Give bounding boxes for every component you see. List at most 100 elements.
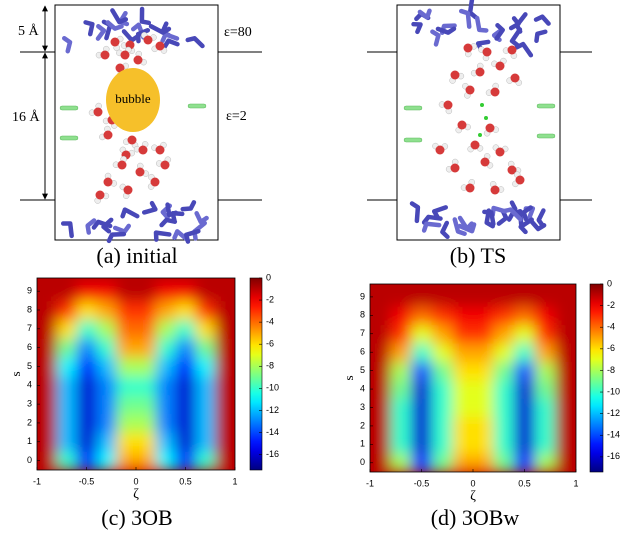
heatmap-cell bbox=[452, 361, 474, 381]
heatmap-cell bbox=[534, 306, 556, 326]
heatmap-cell bbox=[155, 357, 177, 377]
heatmap-cell bbox=[96, 300, 117, 320]
heatmap-cell bbox=[390, 361, 412, 381]
oxygen bbox=[115, 63, 125, 73]
heatmap-cell bbox=[534, 287, 556, 307]
colorbar-tick-label: -6 bbox=[266, 339, 274, 349]
heatmap-cell bbox=[493, 287, 515, 307]
heatmap-cell bbox=[411, 342, 433, 362]
heatmap-cell bbox=[215, 300, 235, 320]
oxygen bbox=[485, 123, 495, 133]
heatmap-cell bbox=[56, 300, 78, 320]
colorbar-tick-label: 0 bbox=[607, 278, 612, 288]
solvent-molecule bbox=[435, 26, 457, 35]
solvent-molecule bbox=[533, 14, 551, 26]
solvent-molecule bbox=[180, 200, 197, 212]
heatmap-cell bbox=[390, 416, 412, 436]
panel-b bbox=[367, 0, 592, 241]
heatmap-cell bbox=[195, 281, 216, 302]
solvent-molecule bbox=[172, 229, 190, 242]
heatmap-cell bbox=[370, 379, 392, 399]
heatmap-cell bbox=[370, 287, 392, 307]
colorbar-tick-label: -14 bbox=[607, 430, 620, 440]
heatmap-cell bbox=[370, 398, 392, 418]
heatmap-cell bbox=[473, 398, 495, 418]
oxygen bbox=[480, 157, 490, 167]
solvent-molecule bbox=[482, 209, 496, 227]
heatmap-cell bbox=[37, 375, 58, 396]
heatmap-cell bbox=[431, 416, 453, 436]
heatmap-cell bbox=[215, 319, 235, 339]
y-axis-label: s bbox=[341, 375, 356, 380]
solvent-molecule bbox=[534, 29, 548, 44]
colorbar bbox=[589, 283, 604, 473]
heatmap-cell bbox=[96, 394, 117, 415]
solvent-molecule bbox=[139, 6, 152, 26]
oxygen bbox=[495, 147, 505, 157]
y-tick-label: 8 bbox=[27, 304, 32, 314]
oxygen bbox=[482, 47, 492, 57]
heatmap-cell bbox=[452, 306, 474, 326]
oxygen bbox=[450, 70, 460, 80]
oxygen bbox=[150, 177, 160, 187]
heatmap-cell bbox=[56, 394, 78, 415]
solvent-molecule bbox=[60, 221, 74, 239]
oxygen bbox=[490, 87, 500, 97]
heatmap-cell bbox=[116, 394, 137, 415]
caption: (d) 3OBw bbox=[431, 505, 520, 530]
heatmap-cell bbox=[431, 342, 453, 362]
oxygen bbox=[160, 160, 170, 170]
heatmap-cells bbox=[370, 287, 576, 472]
y-tick-label: 3 bbox=[27, 398, 32, 408]
colorbar-tick-label: -8 bbox=[607, 365, 615, 375]
heatmap-cell bbox=[155, 451, 177, 470]
oxygen bbox=[435, 145, 445, 155]
heatmap-cell bbox=[116, 338, 137, 358]
solvent-molecule bbox=[165, 202, 179, 218]
solvent-molecule bbox=[112, 223, 131, 234]
heatmap-cell bbox=[514, 416, 536, 436]
heatmap-cell bbox=[411, 324, 433, 344]
y-tick-label: 3 bbox=[360, 402, 365, 412]
solvent-molecule bbox=[105, 20, 124, 31]
heatmap-cell bbox=[37, 413, 58, 433]
heatmap-cell bbox=[56, 281, 78, 302]
heatmap-cell bbox=[534, 416, 556, 436]
heatmap-cell bbox=[514, 287, 536, 307]
heatmap-cell bbox=[96, 432, 117, 452]
oxygen bbox=[123, 185, 133, 195]
heatmap-cell bbox=[96, 319, 117, 339]
ion-channel-marker bbox=[536, 103, 556, 109]
heatmap-cell bbox=[76, 413, 97, 433]
colorbar-tick-label: 0 bbox=[266, 272, 271, 282]
heatmap-cell bbox=[411, 306, 433, 326]
heatmap-cell bbox=[493, 306, 515, 326]
heatmap-cell bbox=[534, 379, 556, 399]
oxygen bbox=[93, 107, 103, 117]
heatmap-cell bbox=[37, 338, 58, 358]
heatmap-cell bbox=[215, 451, 235, 470]
heatmap-cell bbox=[37, 300, 58, 320]
x-tick-label: -0.5 bbox=[79, 476, 95, 486]
heatmap-cell bbox=[555, 416, 576, 436]
heatmap-cell bbox=[555, 379, 576, 399]
heatmap-cell bbox=[514, 342, 536, 362]
heatmap-cell bbox=[195, 394, 216, 415]
y-tick-label: 5 bbox=[27, 361, 32, 371]
heatmap-cell bbox=[155, 281, 177, 302]
heatmap-cell bbox=[473, 287, 495, 307]
heatmap-cell bbox=[175, 357, 196, 377]
ion-channel-marker bbox=[59, 105, 79, 111]
heatmap-cell bbox=[136, 413, 157, 433]
solvent-molecule bbox=[521, 205, 533, 222]
heatmap-cell bbox=[370, 342, 392, 362]
heatmap-cell bbox=[37, 394, 58, 415]
heatmap-cell bbox=[116, 357, 137, 377]
solvent-molecule bbox=[409, 201, 421, 224]
oxygen bbox=[95, 190, 105, 200]
heatmap-cell bbox=[195, 432, 216, 452]
caption: (c) 3OB bbox=[101, 505, 172, 530]
heatmap-cell bbox=[116, 375, 137, 396]
oxygen bbox=[443, 100, 453, 110]
heatmap-cell bbox=[390, 287, 412, 307]
